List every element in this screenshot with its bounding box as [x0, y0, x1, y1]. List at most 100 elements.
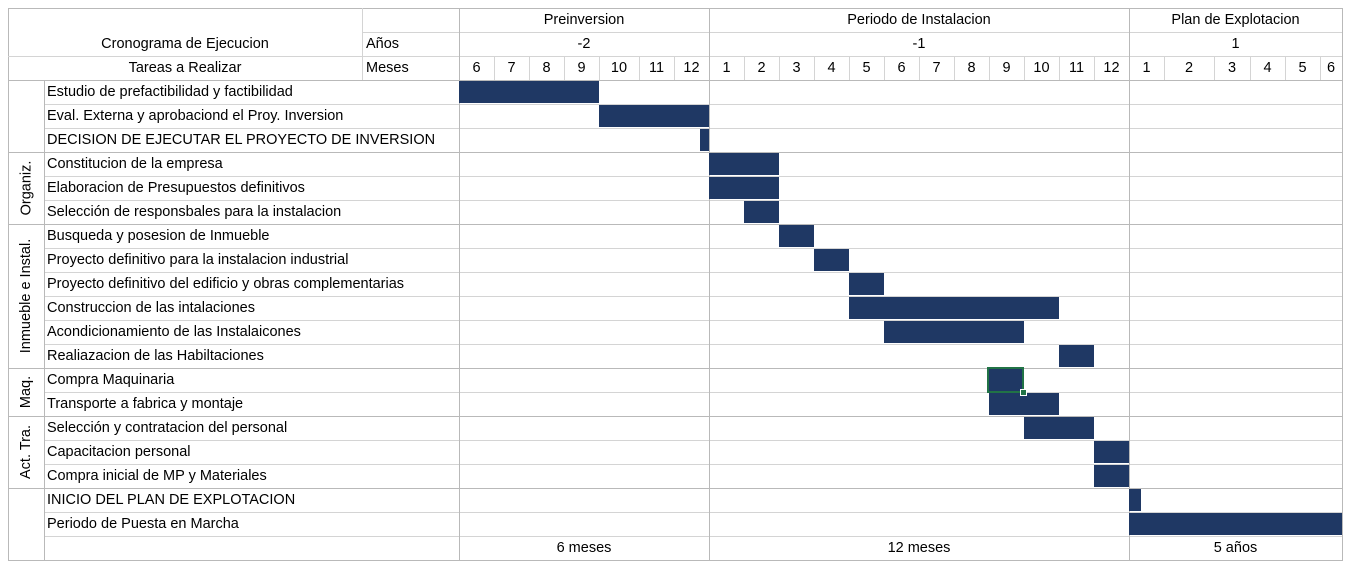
grid-line: [44, 176, 1342, 177]
gantt-bar: [599, 105, 709, 127]
grid-line: [954, 56, 955, 80]
duration-explotacion[interactable]: 5 años: [1213, 540, 1258, 556]
gantt-bar: [849, 273, 884, 295]
grid-line: [362, 8, 363, 80]
border-line: [44, 80, 45, 560]
task-label[interactable]: Construccion de las intalaciones: [47, 300, 255, 316]
month-header[interactable]: 3: [1227, 60, 1237, 76]
group-label: Inmueble e Instal.: [18, 238, 34, 354]
gantt-bar: [1059, 345, 1094, 367]
task-label[interactable]: Proyecto definitivo para la instalacion …: [47, 252, 349, 268]
month-header[interactable]: 5: [862, 60, 871, 76]
grid-line: [1250, 56, 1251, 80]
month-header[interactable]: 10: [610, 60, 628, 76]
task-label[interactable]: Compra inicial de MP y Materiales: [47, 468, 267, 484]
month-header[interactable]: 8: [542, 60, 551, 76]
task-label[interactable]: Elaboracion de Presupuestos definitivos: [47, 180, 305, 196]
gantt-bar: [989, 393, 1059, 415]
month-header[interactable]: 7: [507, 60, 516, 76]
border-line: [8, 152, 1342, 153]
task-label[interactable]: Capacitacion personal: [47, 444, 191, 460]
tasks-header[interactable]: Tareas a Realizar: [128, 60, 242, 76]
gantt-bar: [884, 321, 1024, 343]
month-header[interactable]: 11: [648, 60, 665, 76]
gantt-bar: [1094, 441, 1129, 463]
phase-instalacion[interactable]: Periodo de Instalacion: [847, 12, 991, 28]
grid-line: [1320, 56, 1321, 80]
gantt-bar: [814, 249, 849, 271]
task-label[interactable]: Realiazacion de las Habiltaciones: [47, 348, 264, 364]
fill-handle[interactable]: [1020, 389, 1027, 396]
grid-line: [494, 56, 495, 80]
month-header[interactable]: 7: [932, 60, 941, 76]
grid-line: [639, 56, 640, 80]
task-label[interactable]: Acondicionamiento de las Instalaicones: [47, 324, 301, 340]
month-header[interactable]: 6: [472, 60, 481, 76]
task-label[interactable]: Transporte a fabrica y montaje: [47, 396, 244, 412]
task-label[interactable]: Selección de responsbales para la instal…: [47, 204, 342, 220]
duration-preinversion[interactable]: 6 meses: [556, 540, 612, 556]
month-header[interactable]: 3: [792, 60, 801, 76]
gantt-bar: [1024, 417, 1094, 439]
task-label[interactable]: Constitucion de la empresa: [47, 156, 223, 172]
group-label: Act. Tra.: [18, 425, 34, 479]
grid-line: [1094, 56, 1095, 80]
task-label[interactable]: Periodo de Puesta en Marcha: [47, 516, 239, 532]
task-label[interactable]: Proyecto definitivo del edificio y obras…: [47, 276, 405, 292]
task-label[interactable]: Estudio de prefactibilidad y factibilida…: [47, 84, 293, 100]
duration-instalacion[interactable]: 12 meses: [887, 540, 951, 556]
month-header[interactable]: 6: [897, 60, 906, 76]
group-label: Maq.: [18, 375, 34, 409]
task-label[interactable]: Busqueda y posesion de Inmueble: [47, 228, 270, 244]
schedule-title[interactable]: Cronograma de Ejecucion: [101, 36, 269, 52]
grid-line: [564, 56, 565, 80]
grid-line: [44, 296, 1342, 297]
gantt-bar: [709, 153, 779, 175]
group-inmueble[interactable]: Inmueble e Instal.: [8, 224, 44, 368]
grid-line: [44, 128, 1342, 129]
gantt-bar: [779, 225, 814, 247]
grid-line: [362, 32, 1342, 33]
phase-preinversion[interactable]: Preinversion: [543, 12, 625, 28]
year-1[interactable]: 1: [1231, 36, 1240, 52]
month-header[interactable]: 8: [967, 60, 976, 76]
grid-line: [529, 56, 530, 80]
task-label[interactable]: INICIO DEL PLAN DE EXPLOTACION: [47, 492, 296, 508]
phase-explotacion[interactable]: Plan de Explotacion: [1171, 12, 1300, 28]
month-header[interactable]: 1: [722, 60, 731, 76]
month-header[interactable]: 9: [577, 60, 586, 76]
border-line: [8, 416, 1342, 417]
task-label[interactable]: Eval. Externa y aprobaciond el Proy. Inv…: [47, 108, 344, 124]
border-line: [1129, 8, 1130, 560]
task-label[interactable]: Compra Maquinaria: [47, 372, 175, 388]
cell-selection[interactable]: [987, 367, 1024, 393]
month-header[interactable]: 4: [1263, 60, 1272, 76]
grid-line: [44, 104, 1342, 105]
group-organiz[interactable]: Organiz.: [8, 152, 44, 224]
month-header[interactable]: 6: [1326, 60, 1336, 76]
month-header[interactable]: 2: [1184, 60, 1194, 76]
task-label[interactable]: DECISION DE EJECUTAR EL PROYECTO DE INVE…: [47, 132, 436, 148]
month-header[interactable]: 12: [683, 60, 700, 76]
month-header[interactable]: 12: [1103, 60, 1120, 76]
month-header[interactable]: 2: [757, 60, 766, 76]
grid-line: [8, 56, 1342, 57]
grid-line: [1214, 56, 1215, 80]
month-header[interactable]: 10: [1033, 60, 1050, 76]
year-minus-2[interactable]: -2: [577, 36, 591, 52]
month-header[interactable]: 9: [1002, 60, 1011, 76]
month-header[interactable]: 11: [1068, 60, 1085, 76]
years-label[interactable]: Años: [366, 36, 400, 52]
group-act-tra[interactable]: Act. Tra.: [8, 416, 44, 488]
year-minus-1[interactable]: -1: [912, 36, 926, 52]
months-label[interactable]: Meses: [366, 60, 409, 76]
month-header[interactable]: 1: [1142, 60, 1151, 76]
border-line: [709, 8, 710, 560]
border-line: [8, 368, 1342, 369]
month-header[interactable]: 4: [827, 60, 836, 76]
group-maq[interactable]: Maq.: [8, 368, 44, 416]
border-line: [459, 8, 460, 560]
task-label[interactable]: Selección y contratacion del personal: [47, 420, 288, 436]
border-line: [8, 224, 1342, 225]
month-header[interactable]: 5: [1298, 60, 1307, 76]
